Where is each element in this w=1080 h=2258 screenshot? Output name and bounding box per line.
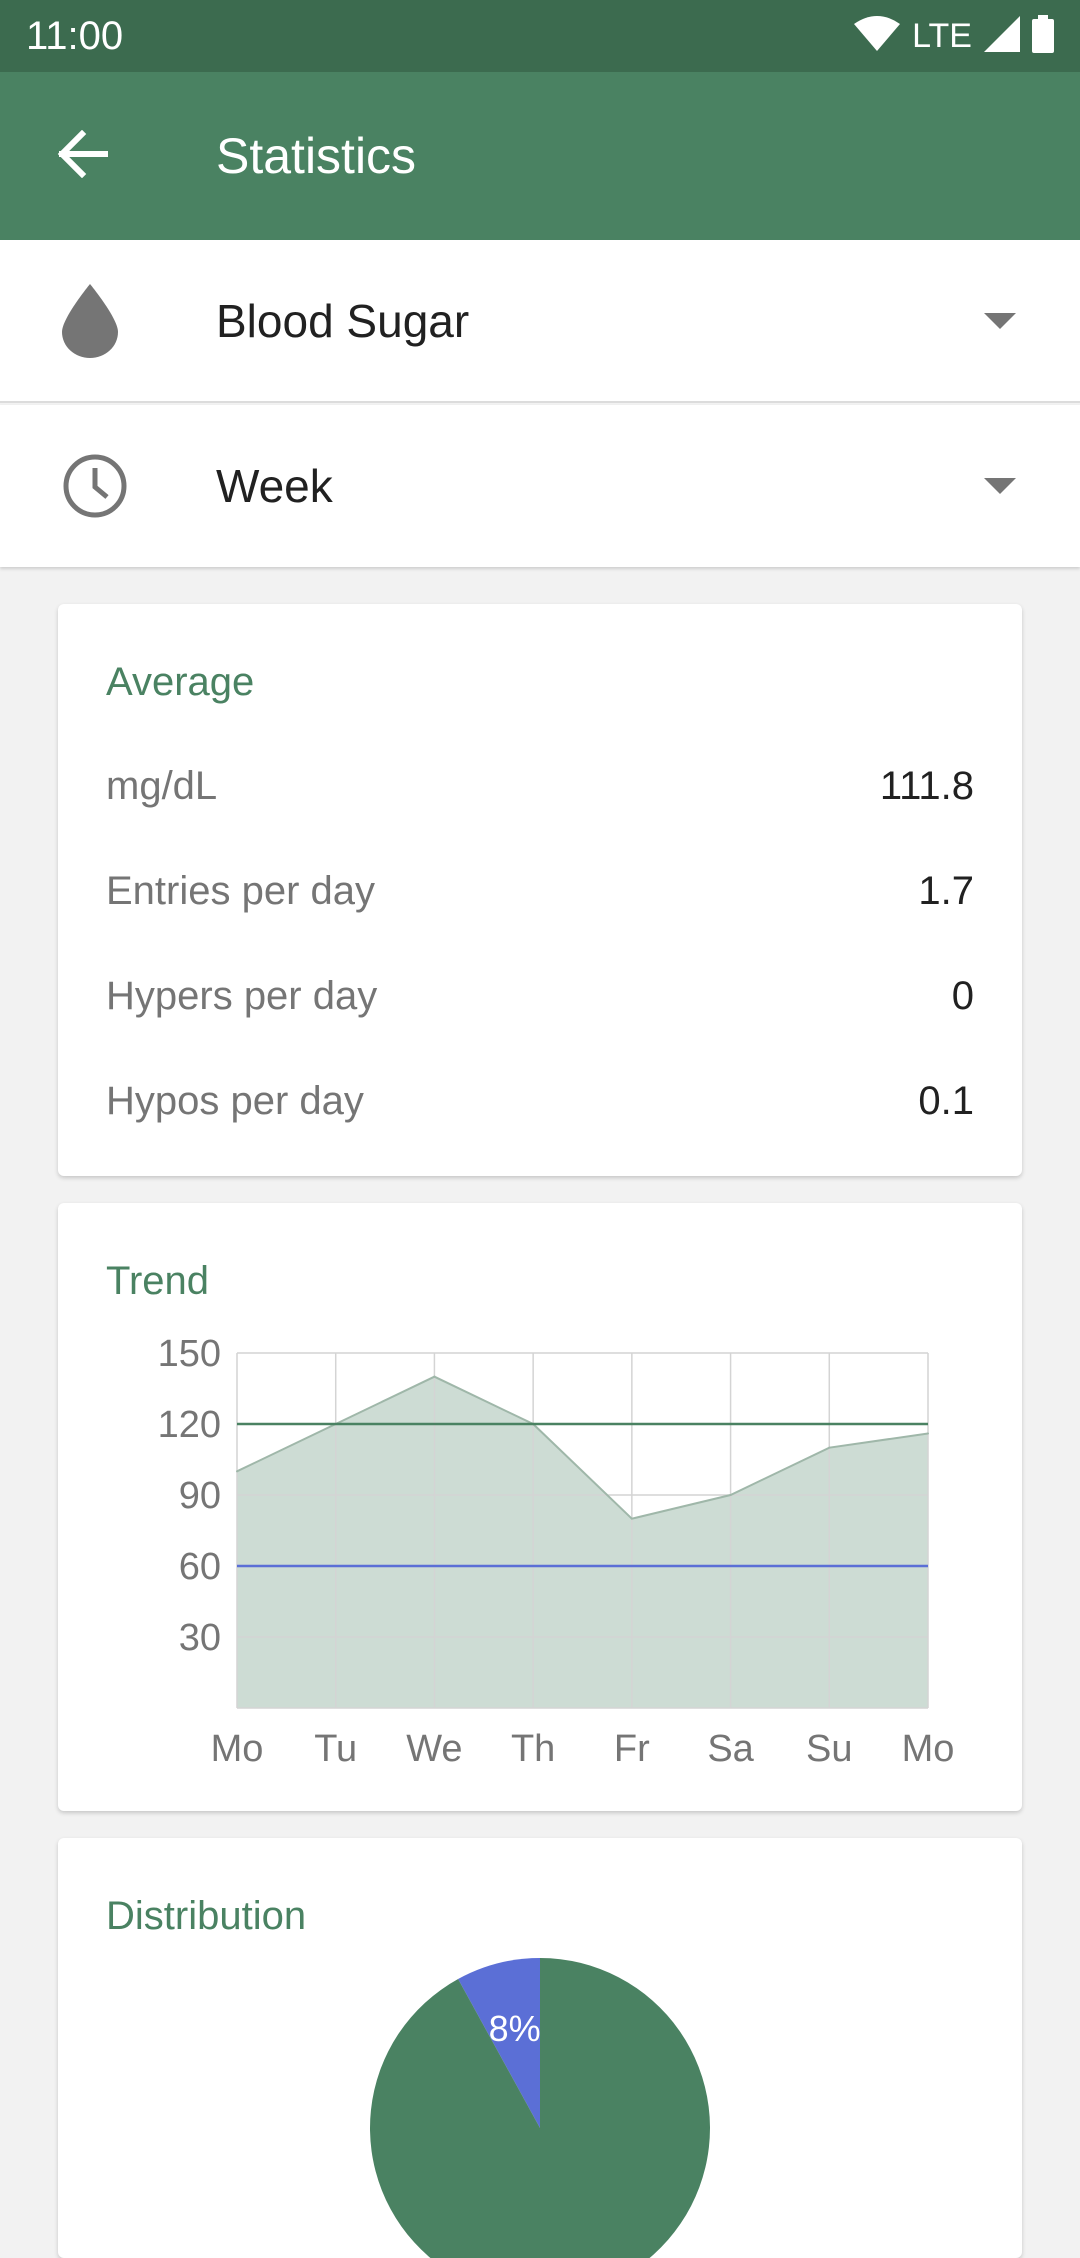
clock-icon bbox=[0, 453, 216, 519]
distribution-card: Distribution 8% bbox=[58, 1838, 1022, 2258]
signal-icon bbox=[984, 15, 1020, 57]
category-value: Blood Sugar bbox=[216, 294, 470, 347]
status-bar: 11:00 LTE bbox=[0, 0, 1080, 72]
row-label: Hypos per day bbox=[106, 1078, 364, 1123]
trend-area bbox=[237, 1376, 928, 1708]
category-dropdown[interactable]: Blood Sugar bbox=[0, 240, 1080, 403]
trend-point bbox=[630, 1517, 633, 1520]
chevron-down-icon bbox=[920, 478, 1080, 494]
drop-icon bbox=[0, 283, 216, 358]
x-tick-label: Mo bbox=[211, 1728, 264, 1770]
row-value: 111.8 bbox=[879, 763, 974, 808]
average-row-hypers: Hypers per day 0 bbox=[106, 966, 974, 1026]
average-row-unit: mg/dL 111.8 bbox=[106, 756, 974, 816]
x-tick-label: Th bbox=[511, 1728, 555, 1770]
distribution-pie-chart: 8% bbox=[370, 1958, 710, 2258]
trend-point bbox=[729, 1494, 732, 1496]
trend-title: Trend bbox=[106, 1259, 210, 1303]
pie-slice-label: 8% bbox=[489, 2008, 541, 2049]
chevron-down-icon bbox=[920, 312, 1080, 329]
status-icons: LTE bbox=[854, 14, 1054, 58]
average-row-entries: Entries per day 1.7 bbox=[106, 861, 974, 921]
network-type: LTE bbox=[912, 16, 972, 55]
y-tick-label: 120 bbox=[158, 1404, 221, 1446]
trend-point bbox=[236, 1470, 238, 1473]
trend-point bbox=[927, 1432, 929, 1435]
interval-value: Week bbox=[216, 460, 333, 512]
trend-card: Trend 30 60 90 120 150 Mo Tu We Th Fr Sa Su Mo bbox=[58, 1203, 1022, 1811]
average-row-hypos: Hypos per day 0.1 bbox=[106, 1071, 974, 1131]
interval-dropdown[interactable]: Week bbox=[0, 405, 1080, 567]
x-tick-label: Su bbox=[806, 1728, 852, 1770]
average-title: Average bbox=[106, 660, 255, 704]
battery-icon bbox=[1032, 14, 1054, 58]
x-tick-label: Sa bbox=[707, 1728, 754, 1770]
row-label: mg/dL bbox=[106, 763, 218, 808]
y-tick-label: 60 bbox=[179, 1546, 221, 1588]
status-time: 11:00 bbox=[26, 13, 124, 58]
x-tick-label: Mo bbox=[902, 1728, 955, 1770]
x-tick-label: Fr bbox=[614, 1728, 650, 1770]
y-tick-label: 30 bbox=[179, 1617, 221, 1659]
row-value: 1.7 bbox=[918, 868, 974, 913]
row-value: 0 bbox=[951, 973, 974, 1018]
page-title: Statistics bbox=[216, 128, 417, 184]
row-value: 0.1 bbox=[918, 1078, 974, 1123]
pie-slice bbox=[458, 1958, 540, 2128]
row-label: Entries per day bbox=[106, 868, 376, 913]
y-tick-label: 90 bbox=[179, 1475, 221, 1517]
back-button[interactable] bbox=[0, 72, 216, 240]
trend-point bbox=[828, 1446, 831, 1449]
x-tick-label: We bbox=[406, 1728, 462, 1770]
x-tick-label: Tu bbox=[314, 1728, 357, 1770]
wifi-icon bbox=[854, 15, 901, 57]
trend-chart: 30 60 90 120 150 Mo Tu We Th Fr Sa Su Mo bbox=[158, 1333, 955, 1770]
row-label: Hypers per day bbox=[106, 973, 378, 1018]
y-tick-label: 150 bbox=[158, 1333, 221, 1375]
average-card: Average mg/dL 111.8 Entries per day 1.7 … bbox=[58, 604, 1022, 1176]
trend-point bbox=[433, 1375, 436, 1378]
distribution-title: Distribution bbox=[106, 1894, 307, 1938]
trend-line bbox=[236, 1375, 929, 1520]
pie-slice bbox=[370, 1958, 710, 2258]
app-bar: Statistics bbox=[0, 72, 1080, 240]
arrow-left-icon bbox=[56, 129, 109, 183]
